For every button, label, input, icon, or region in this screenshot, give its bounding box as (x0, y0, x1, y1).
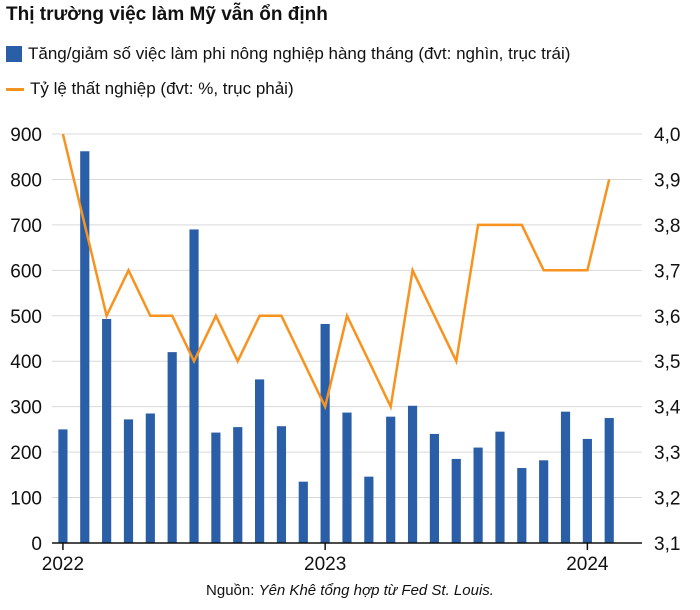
y-right-tick-label: 3,6 (654, 307, 680, 328)
y-left-tick-label: 800 (10, 170, 42, 191)
bar (123, 419, 134, 543)
y-right-tick-label: 3,1 (654, 534, 680, 555)
legend-item-line: Tỷ lệ thất nghiệp (đvt: %, trục phải) (6, 79, 294, 99)
bar (211, 432, 221, 543)
bar (233, 427, 243, 543)
bar (167, 352, 177, 543)
bar (604, 418, 614, 543)
bar (102, 318, 112, 543)
y-right-tick-label: 3,5 (654, 352, 680, 373)
legend-line-label: Tỷ lệ thất nghiệp (đvt: %, trục phải) (30, 79, 294, 98)
x-tick-label: 2023 (304, 554, 346, 575)
bar (320, 323, 330, 543)
y-right-tick-label: 3,3 (654, 443, 680, 464)
bar (189, 229, 199, 543)
source-note: Nguồn: Yên Khê tổng hợp từ Fed St. Louis… (0, 582, 700, 599)
bar (582, 438, 592, 543)
legend-bar-swatch (6, 46, 22, 62)
y-right-tick-label: 4,0 (654, 125, 680, 146)
y-left-tick-label: 100 (10, 489, 42, 510)
y-right-tick-label: 3,7 (654, 261, 680, 282)
bar (276, 426, 287, 543)
bar (473, 447, 483, 543)
y-left-tick-label: 400 (10, 352, 42, 373)
bar (58, 429, 68, 543)
chart-canvas: 0 100 200 300 400 500 600 700 800 900 3,1 3,2 3,3 3,4… (10, 125, 681, 575)
bar (560, 411, 571, 543)
bar (539, 460, 549, 543)
y-right-tick-label: 3,2 (654, 489, 680, 510)
chart-title: Thị trường việc làm Mỹ vẫn ổn định (6, 4, 328, 25)
bar (451, 458, 461, 543)
bar (145, 413, 155, 543)
x-tick-label: 2022 (42, 554, 84, 575)
bar (342, 412, 352, 543)
bar (407, 405, 418, 543)
legend-bars-label: Tăng/giảm số việc làm phi nông nghiệp hà… (28, 44, 571, 63)
bar (255, 379, 265, 543)
bar (429, 433, 439, 543)
y-left-tick-label: 500 (10, 307, 42, 328)
unemployment-line (61, 133, 611, 411)
bar (386, 416, 396, 543)
y-right-tick-label: 3,8 (654, 216, 680, 237)
legend-item-bars: Tăng/giảm số việc làm phi nông nghiệp hà… (6, 44, 570, 64)
bar (364, 476, 374, 543)
y-left-tick-label: 900 (10, 125, 42, 146)
bar (298, 481, 308, 543)
y-right-tick-label: 3,4 (654, 398, 681, 419)
y-left-tick-label: 200 (10, 443, 42, 464)
y-left-tick-label: 600 (10, 261, 42, 282)
y-left-tick-label: 0 (31, 534, 42, 555)
y-left-tick-label: 300 (10, 398, 42, 419)
bar (80, 151, 90, 543)
y-left-tick-label: 700 (10, 216, 42, 237)
source-text: Yên Khê tổng hợp từ Fed St. Louis. (258, 582, 494, 599)
bar (495, 431, 505, 543)
x-tick-label: 2024 (566, 554, 609, 575)
bar (517, 468, 527, 543)
source-prefix: Nguồn: (206, 582, 259, 599)
legend-line-swatch (6, 87, 24, 91)
y-right-tick-label: 3,9 (654, 170, 680, 191)
